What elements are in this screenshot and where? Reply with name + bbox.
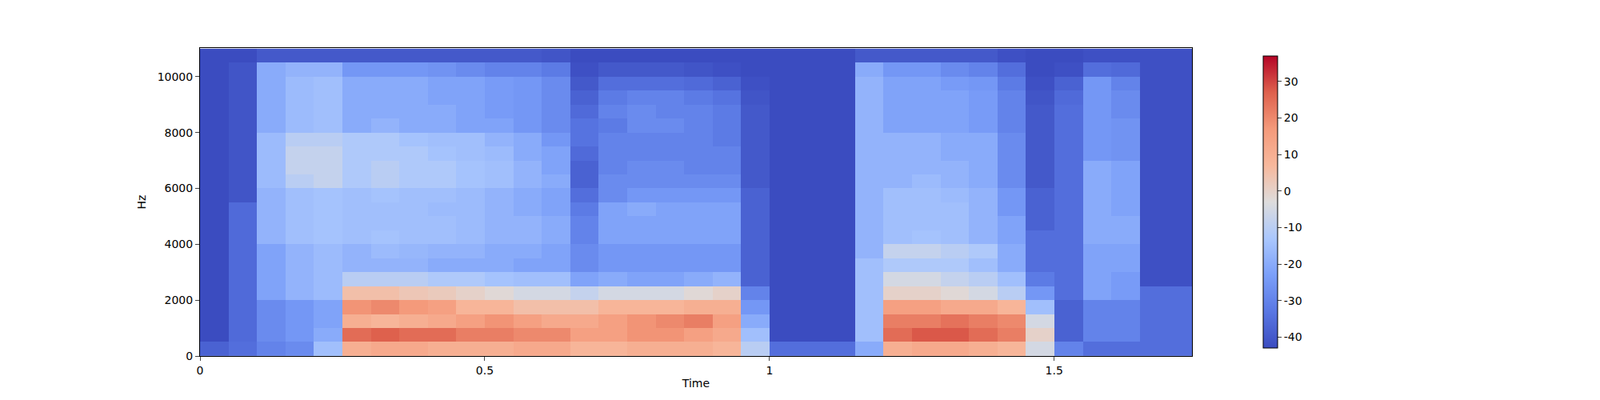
svg-text:6000: 6000 <box>164 181 194 195</box>
svg-text:-10: -10 <box>1284 220 1303 234</box>
svg-text:0: 0 <box>1284 184 1292 198</box>
svg-text:1: 1 <box>765 364 773 377</box>
svg-text:10000: 10000 <box>157 70 194 84</box>
svg-text:0: 0 <box>196 364 204 377</box>
svg-text:20: 20 <box>1284 111 1299 124</box>
svg-text:0.5: 0.5 <box>476 364 494 377</box>
svg-text:2000: 2000 <box>164 293 194 307</box>
svg-text:30: 30 <box>1284 75 1299 88</box>
svg-text:-30: -30 <box>1284 294 1303 308</box>
svg-text:4000: 4000 <box>164 237 194 251</box>
svg-text:-20: -20 <box>1284 257 1303 271</box>
svg-text:1.5: 1.5 <box>1045 364 1064 377</box>
svg-text:0: 0 <box>185 349 193 363</box>
svg-text:8000: 8000 <box>164 126 194 140</box>
svg-text:Hz: Hz <box>135 195 148 210</box>
svg-text:-40: -40 <box>1284 330 1303 344</box>
svg-text:10: 10 <box>1284 148 1299 161</box>
svg-text:Time: Time <box>681 376 710 390</box>
